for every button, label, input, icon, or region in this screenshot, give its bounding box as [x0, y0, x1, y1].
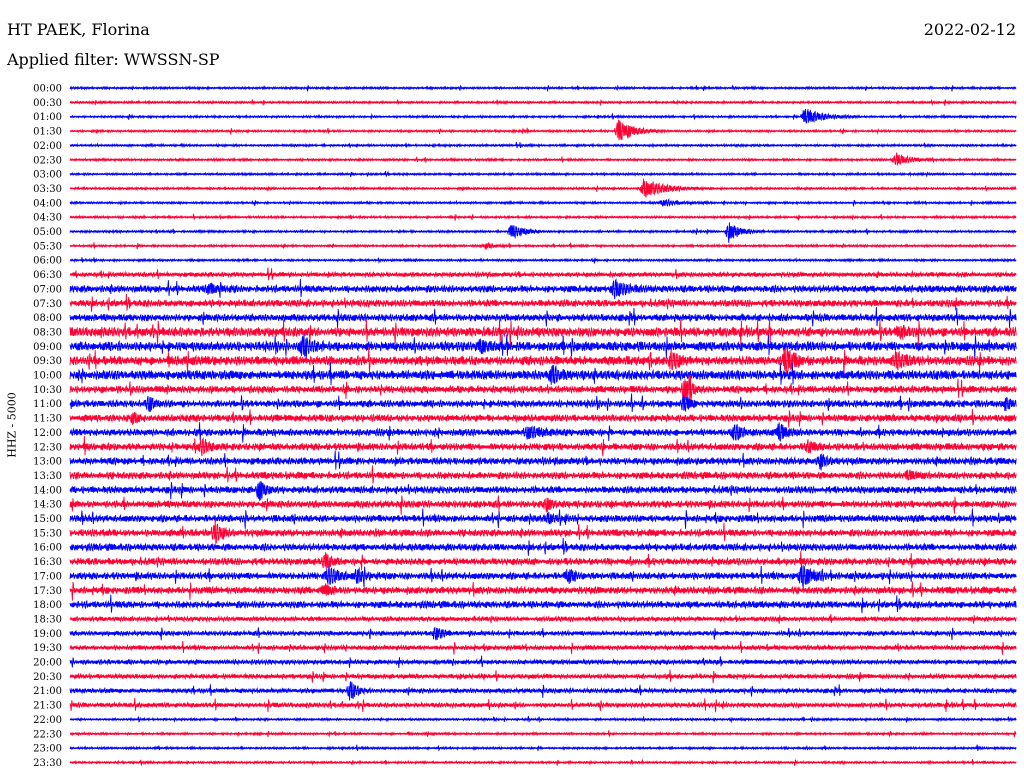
trace-row-1100: [69, 393, 1017, 413]
trace-row-1430: [69, 495, 1017, 515]
row-time-label: 17:30: [33, 586, 62, 597]
row-time-label: 16:30: [33, 557, 62, 568]
row-time-label: 15:00: [33, 514, 62, 525]
row-time-label: 22:00: [33, 715, 62, 726]
row-time-label: 20:30: [33, 672, 62, 683]
trace-row-1630: [69, 550, 1017, 571]
row-time-label: 07:30: [33, 299, 62, 310]
row-time-label: 18:30: [33, 614, 62, 625]
row-time-label: 13:30: [33, 471, 62, 482]
row-time-label: 03:00: [33, 170, 62, 181]
row-time-label: 06:30: [33, 270, 62, 281]
trace-row-0230: [69, 152, 1017, 166]
row-time-label: 18:00: [33, 600, 62, 611]
row-time-label: 01:00: [33, 112, 62, 123]
row-time-label: 22:30: [33, 729, 62, 740]
trace-row-1530: [69, 518, 1017, 545]
trace-row-0500: [69, 222, 1017, 243]
row-time-label: 04:30: [33, 213, 62, 224]
row-time-label: 23:30: [33, 758, 62, 769]
row-time-label: 14:30: [33, 500, 62, 511]
row-time-label: 15:30: [33, 528, 62, 539]
row-time-label: 11:00: [33, 399, 62, 410]
row-time-label: 03:30: [33, 184, 62, 195]
row-time-label: 01:30: [33, 127, 62, 138]
row-time-label: 02:30: [33, 155, 62, 166]
row-time-label: 09:30: [33, 356, 62, 367]
row-time-label: 00:00: [33, 84, 62, 95]
row-time-label: 06:00: [33, 256, 62, 267]
trace-row-0130: [69, 119, 1017, 141]
row-time-label: 10:30: [33, 385, 62, 396]
date-label: 2022-02-12: [923, 20, 1016, 39]
row-time-label: 08:00: [33, 313, 62, 324]
row-time-label: 19:00: [33, 629, 62, 640]
trace-row-1900: [69, 626, 1017, 641]
trace-row-1800: [69, 594, 1017, 614]
station-title: HT PAEK, Florina: [7, 20, 150, 39]
row-time-label: 07:00: [33, 284, 62, 295]
trace-row-1330: [69, 465, 1017, 484]
row-time-label: 02:00: [33, 141, 62, 152]
row-time-label: 21:30: [33, 701, 62, 712]
trace-row-0100: [69, 108, 1017, 124]
row-time-label: 11:30: [33, 414, 62, 425]
row-time-label: 12:30: [33, 442, 62, 453]
row-time-label: 08:30: [33, 327, 62, 338]
trace-row-1400: [69, 481, 1017, 501]
row-time-label: 05:30: [33, 241, 62, 252]
row-time-label: 14:00: [33, 485, 62, 496]
row-time-label: 12:00: [33, 428, 62, 439]
row-time-label: 21:00: [33, 686, 62, 697]
row-time-label: 19:30: [33, 643, 62, 654]
row-time-label: 17:00: [33, 571, 62, 582]
trace-row-1730: [69, 581, 1017, 601]
trace-row-0630: [69, 267, 1017, 281]
row-time-label: 13:00: [33, 457, 62, 468]
row-time-label: 16:00: [33, 543, 62, 554]
row-time-label: 23:00: [33, 744, 62, 755]
row-time-label: 04:00: [33, 198, 62, 209]
trace-row-2100: [69, 681, 1017, 701]
filter-label: Applied filter: WWSSN-SP: [7, 50, 220, 69]
trace-row-1700: [69, 564, 1017, 589]
row-time-label: 10:00: [33, 371, 62, 382]
row-time-label: 09:00: [33, 342, 62, 353]
row-time-label: 20:00: [33, 658, 62, 669]
row-time-label: 00:30: [33, 98, 62, 109]
row-time-label: 05:00: [33, 227, 62, 238]
